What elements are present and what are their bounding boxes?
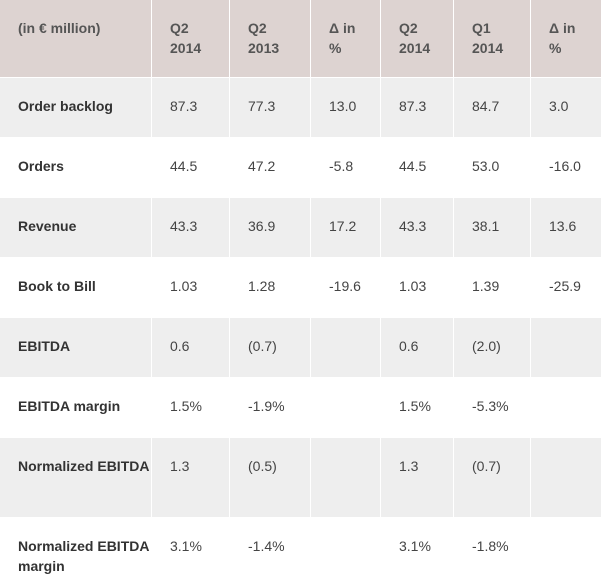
table-row: Normalized EBITDA margin 3.1% -1.4% 3.1%… xyxy=(0,518,602,586)
row-label: Normalized EBITDA margin xyxy=(0,518,152,586)
table-cell: 44.5 xyxy=(381,138,454,198)
row-label: Orders xyxy=(0,138,152,198)
table-cell: 47.2 xyxy=(230,138,311,198)
row-label: Revenue xyxy=(0,198,152,258)
row-label: Order backlog xyxy=(0,78,152,138)
table-cell: 1.03 xyxy=(381,258,454,318)
table-cell: (0.7) xyxy=(230,318,311,378)
table-cell xyxy=(531,318,602,378)
table-row: EBITDA margin 1.5% -1.9% 1.5% -5.3% xyxy=(0,378,602,438)
table-cell: 1.03 xyxy=(152,258,230,318)
row-label: Book to Bill xyxy=(0,258,152,318)
table-cell: (0.7) xyxy=(454,438,531,518)
table-cell: 44.5 xyxy=(152,138,230,198)
row-label: Normalized EBITDA xyxy=(0,438,152,518)
header-cell-q2-2014: Q2 2014 xyxy=(152,0,230,78)
table-cell xyxy=(311,378,381,438)
table-cell: (2.0) xyxy=(454,318,531,378)
table-cell xyxy=(311,318,381,378)
table-row: Book to Bill 1.03 1.28 -19.6 1.03 1.39 -… xyxy=(0,258,602,318)
table-cell: 1.28 xyxy=(230,258,311,318)
table-cell: 17.2 xyxy=(311,198,381,258)
header-cell-q2-2014-b: Q2 2014 xyxy=(381,0,454,78)
table-cell: 87.3 xyxy=(152,78,230,138)
table-cell: 0.6 xyxy=(152,318,230,378)
table-cell xyxy=(531,518,602,586)
table-cell: 38.1 xyxy=(454,198,531,258)
table-cell: (0.5) xyxy=(230,438,311,518)
table-cell: 1.39 xyxy=(454,258,531,318)
header-cell-delta-qoq: Δ in% xyxy=(531,0,602,78)
table-cell: 43.3 xyxy=(152,198,230,258)
table-row: Orders 44.5 47.2 -5.8 44.5 53.0 -16.0 xyxy=(0,138,602,198)
table-cell: 13.0 xyxy=(311,78,381,138)
table-cell xyxy=(311,518,381,586)
table-cell: 3.0 xyxy=(531,78,602,138)
table-row: Normalized EBITDA 1.3 (0.5) 1.3 (0.7) xyxy=(0,438,602,518)
header-cell-unit: (in € million) xyxy=(0,0,152,78)
table-cell: 3.1% xyxy=(381,518,454,586)
table-cell: -1.9% xyxy=(230,378,311,438)
table-row: Revenue 43.3 36.9 17.2 43.3 38.1 13.6 xyxy=(0,198,602,258)
table-cell: -1.8% xyxy=(454,518,531,586)
table-cell: 84.7 xyxy=(454,78,531,138)
table-cell: 1.5% xyxy=(381,378,454,438)
table-cell xyxy=(531,438,602,518)
header-row: (in € million) Q2 2014 Q2 2013 Δ in% Q2 201… xyxy=(0,0,602,78)
header-cell-delta-yoy: Δ in% xyxy=(311,0,381,78)
table-cell: -1.4% xyxy=(230,518,311,586)
table-cell: -19.6 xyxy=(311,258,381,318)
table-cell: -25.9 xyxy=(531,258,602,318)
table-cell xyxy=(531,378,602,438)
table-cell: -16.0 xyxy=(531,138,602,198)
row-label: EBITDA margin xyxy=(0,378,152,438)
row-label: EBITDA xyxy=(0,318,152,378)
table-cell: 1.3 xyxy=(152,438,230,518)
table-cell: -5.3% xyxy=(454,378,531,438)
table-cell: 53.0 xyxy=(454,138,531,198)
table-cell: 43.3 xyxy=(381,198,454,258)
table-cell: 1.3 xyxy=(381,438,454,518)
table-cell: 3.1% xyxy=(152,518,230,586)
table-cell: 77.3 xyxy=(230,78,311,138)
table-cell: -5.8 xyxy=(311,138,381,198)
table-row: EBITDA 0.6 (0.7) 0.6 (2.0) xyxy=(0,318,602,378)
table-cell: 36.9 xyxy=(230,198,311,258)
table-cell: 1.5% xyxy=(152,378,230,438)
header-cell-q2-2013: Q2 2013 xyxy=(230,0,311,78)
table-cell: 0.6 xyxy=(381,318,454,378)
table-cell xyxy=(311,438,381,518)
table-cell: 87.3 xyxy=(381,78,454,138)
header-cell-q1-2014: Q1 2014 xyxy=(454,0,531,78)
table-cell: 13.6 xyxy=(531,198,602,258)
table-row: Order backlog 87.3 77.3 13.0 87.3 84.7 3… xyxy=(0,78,602,138)
